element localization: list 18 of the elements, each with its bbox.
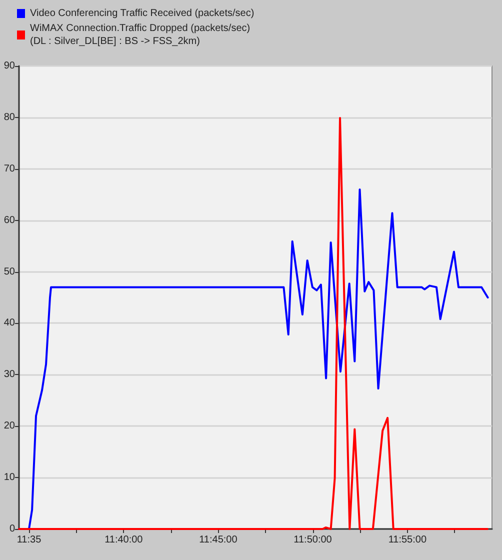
x-tick-label: 11:50:00 (294, 534, 332, 546)
y-tick-label: 90 (4, 60, 16, 72)
y-tick-label: 40 (4, 318, 16, 329)
y-tick-label: 0 (9, 524, 16, 534)
y-tick-label: 20 (4, 420, 16, 432)
y-tick-label: 80 (4, 112, 16, 123)
y-tick-label: 30 (4, 369, 16, 380)
line-series (18, 116, 488, 530)
y-tick-label: 50 (4, 266, 16, 278)
legend-label: Video Conferencing Traffic Received (packets/sec) (30, 8, 254, 19)
x-tick-label: 11:40:00 (104, 534, 144, 546)
legend-label: WiMAX Connection.Traffic Dropped (packets/sec) (DL : Silver_DL[BE] : BS -> FSS_2km) (30, 23, 250, 47)
y-tick-label: 10 (4, 472, 16, 484)
y-tick-label: 70 (4, 163, 16, 174)
x-tick-label: 11:55:00 (388, 534, 427, 546)
x-tick-label: 11:35 (16, 534, 42, 546)
x-tick-label: 11:45:00 (199, 534, 238, 546)
y-tick-label: 60 (4, 214, 16, 226)
